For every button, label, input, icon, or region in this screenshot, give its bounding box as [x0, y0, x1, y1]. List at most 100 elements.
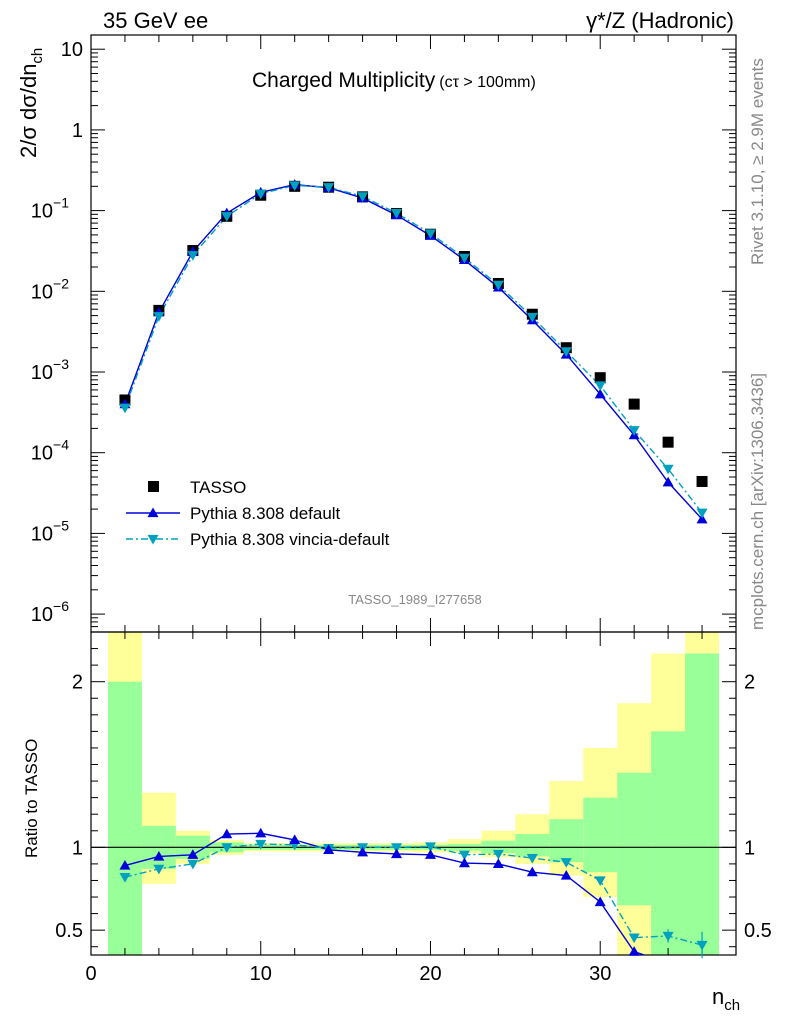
ratio-panel-axes: 2 21 10.5 0.50 10 20 30 [55, 631, 772, 985]
ratio-plot-frame [90, 631, 737, 956]
y-axis-title: 2/σ dσ/dnch [16, 48, 46, 158]
legend-label: Pythia 8.308 vincia-default [190, 530, 390, 549]
chart-title-main: Charged Multiplicity [252, 69, 436, 92]
y-tick-label: 10−4 [31, 437, 69, 465]
ratio-uncertainty-bands [107, 632, 720, 955]
series-line-pythia-vincia [124, 184, 703, 514]
ratio-vincia-marker [492, 849, 504, 860]
ratio-tick-label-left: 1 [72, 837, 83, 859]
ratio-vincia-marker [526, 853, 538, 864]
x-tick-label: 10 [250, 963, 272, 985]
ratio-band-inner [583, 797, 618, 873]
ratio-vincia-marker [153, 864, 165, 875]
y-tick-base: 10 [31, 523, 53, 545]
pythia-vincia-marker [357, 192, 369, 202]
y-tick-label: 10−1 [31, 195, 69, 223]
pythia-vincia-marker [289, 181, 301, 191]
y-tick-base: 10 [61, 39, 83, 61]
pythia-vincia-marker [187, 251, 199, 261]
main-panel-series [119, 179, 708, 524]
y-tick-exponent: −2 [53, 275, 69, 291]
ratio-default-marker [153, 850, 165, 861]
legend-tasso-marker [148, 481, 159, 492]
x-tick-label: 30 [589, 963, 611, 985]
ratio-tick-label-left: 0.5 [55, 920, 83, 942]
y-tick-base: 10 [31, 281, 53, 303]
ratio-default-marker [458, 857, 470, 868]
series-line-pythia-default [124, 183, 703, 520]
analysis-watermark: TASSO_1989_I277658 [348, 592, 481, 607]
pythia-vincia-marker [424, 229, 436, 240]
pythia-vincia-marker [662, 464, 674, 475]
ratio-default-marker [255, 827, 267, 838]
mcplots-label: mcplots.cern.ch [arXiv:1306.3436] [748, 373, 767, 630]
ratio-vincia-marker [187, 859, 199, 870]
ratio-vincia-marker [255, 839, 267, 850]
tasso-data-point [594, 372, 606, 384]
y-tick-base: 10 [31, 362, 53, 384]
ratio-default-marker [221, 828, 233, 839]
y-tick-exponent: −4 [53, 437, 69, 453]
ratio-vincia-marker [391, 843, 403, 853]
legend-label: Pythia 8.308 default [190, 504, 341, 523]
pythia-vincia-marker [323, 183, 335, 193]
tasso-data-point [662, 436, 674, 448]
y-tick-base: 10 [31, 604, 53, 626]
ratio-band-inner [685, 653, 720, 955]
ratio-band-inner [617, 772, 652, 906]
pythia-default-marker [662, 476, 674, 487]
legend-default-marker [147, 507, 159, 518]
ratio-tick-label-right: 0.5 [744, 920, 772, 942]
ratio-vincia-marker [628, 933, 640, 944]
y-tick-label: 1 [72, 120, 83, 142]
pythia-default-marker [696, 513, 708, 524]
ratio-vincia-marker [221, 843, 233, 853]
y-tick-label: 10−6 [31, 598, 69, 626]
ratio-default-marker [119, 860, 131, 870]
pythia-vincia-marker [696, 508, 708, 519]
ratio-default-marker [289, 834, 301, 845]
ratio-vincia-marker [594, 876, 606, 886]
pythia-vincia-marker [492, 280, 504, 291]
svg-text:nch: nch [712, 984, 740, 1014]
ratio-default-marker [560, 869, 572, 880]
legend-label: TASSO [190, 478, 246, 497]
ratio-band-inner [515, 834, 550, 857]
y-tick-exponent: −3 [53, 356, 69, 372]
legend-vincia-marker [147, 534, 159, 545]
y-tick-label: 10−2 [31, 275, 69, 303]
y-tick-label: 10 [61, 39, 83, 61]
x-axis-title: nch [712, 984, 740, 1014]
x-axis-label: n [712, 984, 724, 1009]
pythia-vincia-marker [119, 403, 131, 414]
rivet-version-label: Rivet 3.1.10, ≥ 2.9M events [748, 58, 767, 265]
x-tick-label: 0 [85, 963, 96, 985]
ratio-default-marker [424, 849, 436, 859]
header-left-label: 35 GeV ee [103, 8, 208, 33]
pythia-vincia-marker [628, 426, 640, 436]
pythia-vincia-marker [560, 347, 572, 357]
header-right-label: γ*/Z (Hadronic) [586, 8, 734, 33]
pythia-vincia-marker [255, 189, 267, 200]
y-tick-label: 10−5 [31, 517, 69, 545]
pythia-default-marker [594, 388, 606, 399]
y-tick-exponent: −6 [53, 598, 69, 614]
ratio-panel-series [119, 827, 708, 959]
pythia-vincia-marker [221, 212, 233, 222]
pythia-vincia-marker [153, 312, 165, 322]
ratio-vincia-marker [458, 850, 470, 861]
ratio-default-marker [526, 866, 538, 877]
pythia-vincia-marker [391, 209, 403, 219]
ratio-vincia-marker [119, 873, 131, 883]
ratio-tick-label-left: 2 [72, 672, 83, 694]
chart-title-sub: (cτ > 100mm) [439, 74, 536, 91]
svg-text:2/σ dσ/dnch: 2/σ dσ/dnch [16, 48, 46, 158]
x-axis-label-sub: ch [724, 997, 740, 1014]
pythia-vincia-marker [526, 312, 538, 323]
main-plot-frame [90, 34, 737, 633]
legend: TASSO Pythia 8.308 default Pythia 8.308 vi… [126, 478, 390, 549]
ratio-default-marker [357, 846, 369, 857]
ratio-default-marker [628, 946, 640, 956]
y-axis-label-sub: ch [29, 48, 46, 64]
